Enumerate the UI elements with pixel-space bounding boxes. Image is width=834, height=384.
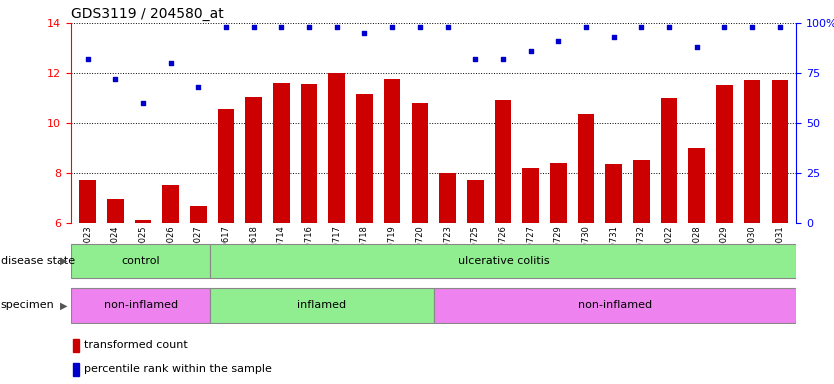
Text: ulcerative colitis: ulcerative colitis: [458, 256, 550, 266]
Point: [469, 56, 482, 62]
Text: specimen: specimen: [1, 300, 54, 310]
Point: [330, 24, 344, 30]
Bar: [661, 98, 677, 223]
Point: [607, 34, 620, 40]
Bar: [134, 220, 151, 223]
Bar: [522, 168, 539, 223]
Bar: [411, 103, 428, 223]
Bar: [356, 94, 373, 223]
Point: [551, 38, 565, 44]
Point: [413, 24, 426, 30]
Text: non-inflamed: non-inflamed: [103, 300, 178, 310]
Text: non-inflamed: non-inflamed: [578, 300, 652, 310]
Point: [219, 24, 233, 30]
Point: [441, 24, 455, 30]
Bar: [771, 81, 788, 223]
Bar: [73, 339, 79, 352]
Bar: [210, 244, 796, 278]
Point: [164, 60, 178, 66]
Bar: [245, 97, 262, 223]
Bar: [550, 163, 566, 223]
Bar: [434, 288, 796, 323]
Text: inflamed: inflamed: [298, 300, 347, 310]
Point: [385, 24, 399, 30]
Bar: [495, 101, 511, 223]
Bar: [384, 79, 400, 223]
Point: [192, 84, 205, 90]
Bar: [218, 109, 234, 223]
Bar: [107, 199, 123, 223]
Bar: [210, 288, 434, 323]
Bar: [79, 180, 96, 223]
Point: [718, 24, 731, 30]
Point: [746, 24, 759, 30]
Point: [303, 24, 316, 30]
Text: transformed count: transformed count: [83, 340, 188, 350]
Point: [635, 24, 648, 30]
Bar: [71, 288, 210, 323]
Bar: [605, 164, 622, 223]
Bar: [273, 83, 289, 223]
Point: [580, 24, 593, 30]
Point: [524, 48, 537, 54]
Bar: [440, 173, 456, 223]
Point: [274, 24, 288, 30]
Point: [358, 30, 371, 36]
Point: [662, 24, 676, 30]
Text: ▶: ▶: [60, 256, 68, 266]
Point: [247, 24, 260, 30]
Text: ▶: ▶: [60, 300, 68, 310]
Bar: [688, 148, 705, 223]
Bar: [467, 180, 484, 223]
Point: [108, 76, 122, 82]
Point: [496, 56, 510, 62]
Bar: [73, 362, 79, 376]
Point: [773, 24, 786, 30]
Point: [81, 56, 94, 62]
Point: [690, 44, 703, 50]
Bar: [163, 185, 179, 223]
Point: [136, 100, 149, 106]
Bar: [71, 244, 210, 278]
Text: GDS3119 / 204580_at: GDS3119 / 204580_at: [71, 7, 224, 21]
Bar: [633, 161, 650, 223]
Bar: [329, 73, 345, 223]
Bar: [578, 114, 595, 223]
Text: disease state: disease state: [1, 256, 75, 266]
Text: percentile rank within the sample: percentile rank within the sample: [83, 364, 271, 374]
Bar: [716, 86, 733, 223]
Text: control: control: [121, 256, 160, 266]
Bar: [744, 81, 761, 223]
Bar: [301, 84, 318, 223]
Bar: [190, 207, 207, 223]
